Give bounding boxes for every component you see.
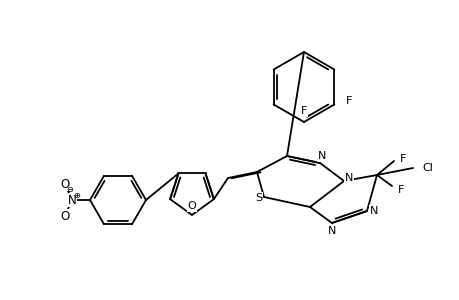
Text: F: F: [399, 154, 405, 164]
Text: ⊕: ⊕: [73, 190, 80, 200]
Text: O: O: [187, 201, 196, 211]
Text: N: N: [327, 226, 336, 236]
Text: N: N: [67, 194, 76, 206]
Text: F: F: [346, 95, 352, 106]
Text: F: F: [397, 185, 403, 195]
Text: N: N: [344, 173, 353, 183]
Text: O: O: [60, 209, 69, 223]
Text: S: S: [255, 193, 262, 203]
Text: ⊖: ⊖: [67, 184, 73, 194]
Text: N: N: [317, 151, 325, 161]
Text: Cl: Cl: [421, 163, 432, 173]
Text: N: N: [369, 206, 377, 216]
Text: F: F: [300, 106, 307, 116]
Text: O: O: [60, 178, 69, 190]
